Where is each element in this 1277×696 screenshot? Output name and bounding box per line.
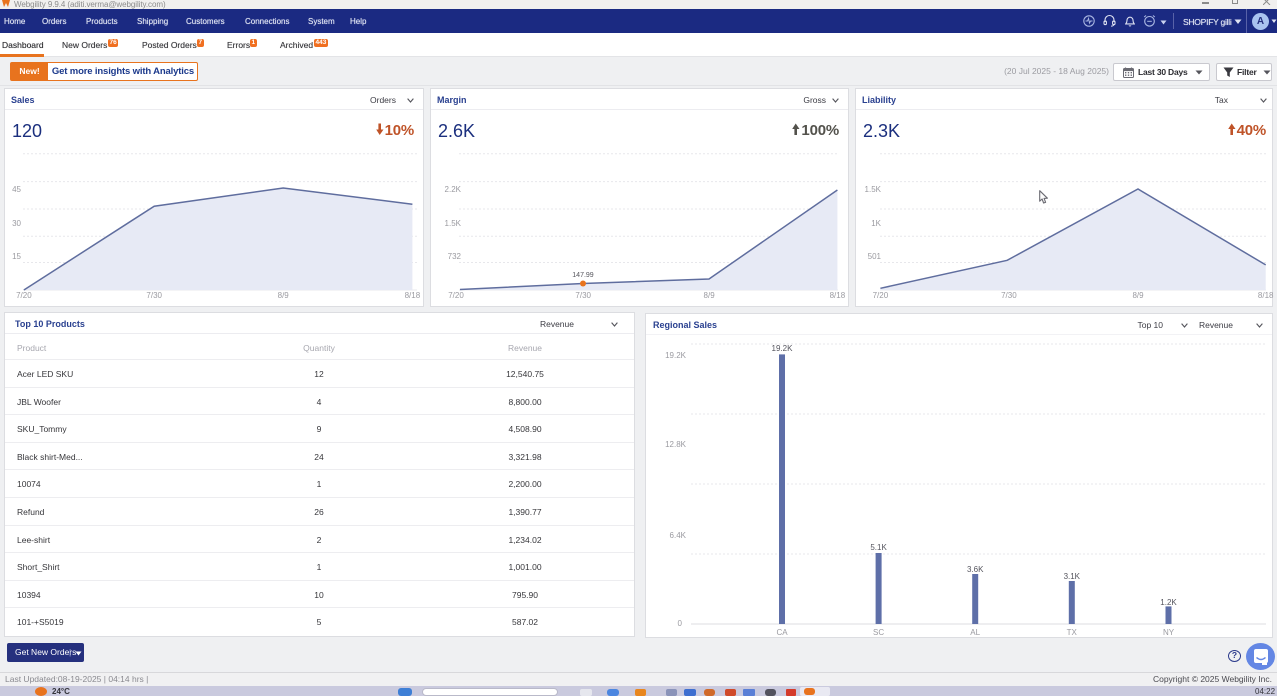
svg-text:7/30: 7/30 (1001, 291, 1017, 300)
svg-text:8/9: 8/9 (1132, 291, 1144, 300)
svg-text:1.5K: 1.5K (865, 185, 882, 194)
svg-text:0: 0 (678, 619, 683, 628)
svg-text:NY: NY (1163, 628, 1175, 637)
svg-text:AL: AL (970, 628, 980, 637)
svg-text:7/20: 7/20 (873, 291, 889, 300)
svg-text:CA: CA (776, 628, 788, 637)
svg-text:30: 30 (12, 219, 21, 228)
svg-text:732: 732 (448, 252, 462, 261)
svg-text:8/18: 8/18 (830, 291, 846, 300)
svg-text:501: 501 (868, 252, 882, 261)
svg-text:19.2K: 19.2K (665, 351, 687, 360)
svg-text:7/30: 7/30 (146, 291, 162, 300)
svg-text:6.4K: 6.4K (670, 531, 687, 540)
svg-text:8/9: 8/9 (704, 291, 716, 300)
svg-text:8/9: 8/9 (278, 291, 290, 300)
svg-text:3.6K: 3.6K (967, 565, 984, 574)
svg-text:7/30: 7/30 (575, 291, 591, 300)
svg-text:19.2K: 19.2K (772, 344, 794, 353)
svg-text:1.2K: 1.2K (1160, 598, 1177, 607)
svg-text:15: 15 (12, 252, 21, 261)
svg-text:SC: SC (873, 628, 884, 637)
svg-text:8/18: 8/18 (405, 291, 421, 300)
svg-text:8/18: 8/18 (1258, 291, 1274, 300)
svg-text:2.2K: 2.2K (445, 185, 462, 194)
svg-text:12.8K: 12.8K (665, 440, 687, 449)
svg-text:1.5K: 1.5K (445, 219, 462, 228)
svg-text:TX: TX (1067, 628, 1078, 637)
svg-text:7/20: 7/20 (16, 291, 32, 300)
svg-text:1K: 1K (871, 219, 881, 228)
svg-text:147.99: 147.99 (572, 272, 594, 279)
svg-text:45: 45 (12, 185, 21, 194)
svg-text:7/20: 7/20 (448, 291, 464, 300)
svg-text:5.1K: 5.1K (870, 543, 887, 552)
svg-text:3.1K: 3.1K (1064, 572, 1081, 581)
